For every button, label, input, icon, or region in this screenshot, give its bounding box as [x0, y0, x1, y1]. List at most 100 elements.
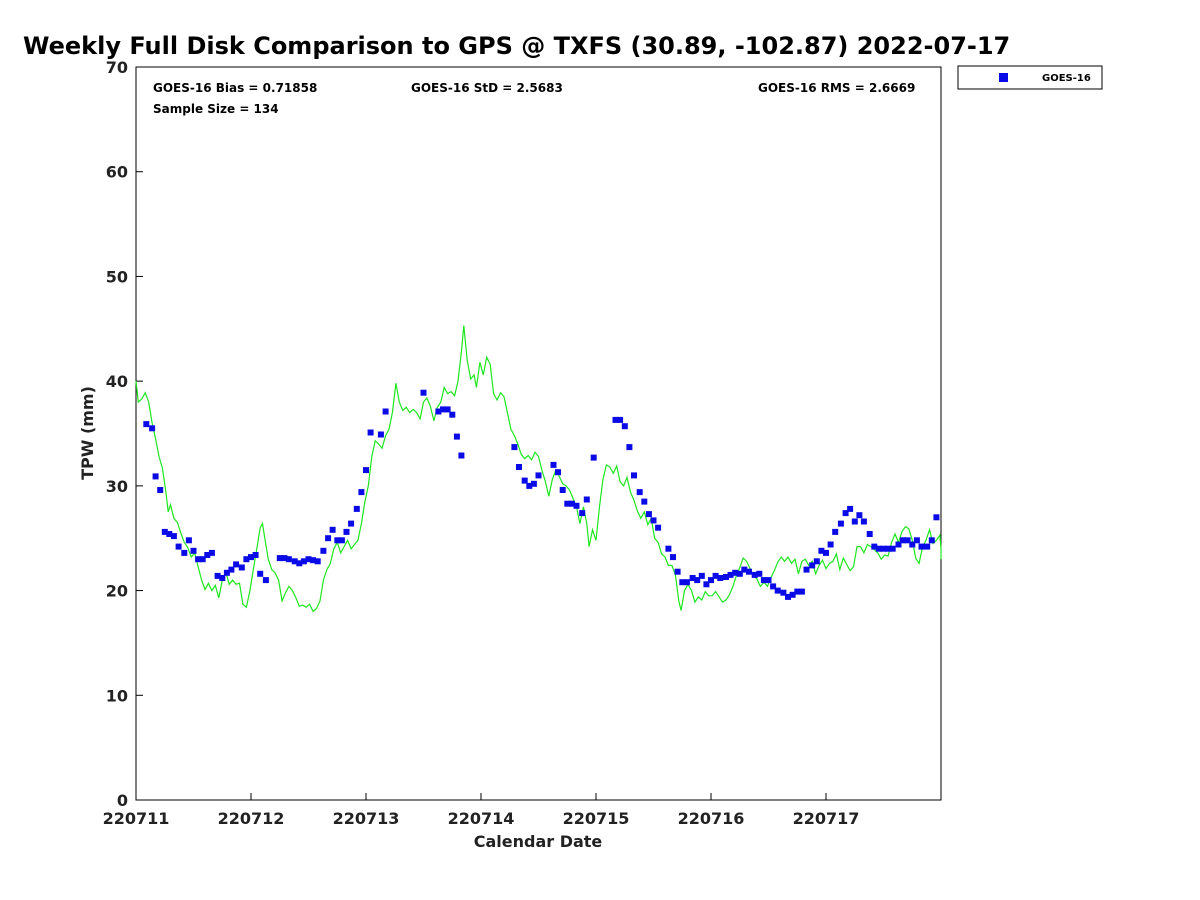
goes16-point — [866, 531, 873, 537]
goes16-point — [636, 489, 643, 496]
goes16-point — [199, 556, 206, 563]
goes16-point — [377, 431, 384, 438]
goes16-point — [823, 549, 829, 556]
goes16-point — [526, 482, 533, 489]
goes16-point — [918, 543, 925, 550]
goes16-point — [170, 533, 177, 540]
goes16-point — [363, 467, 369, 474]
goes16-point — [458, 452, 465, 459]
x-tick-labels: 220711 220712 220713 220714 220715 220716 2207… — [103, 809, 860, 828]
goes16-point — [152, 473, 159, 480]
goes16-point — [444, 406, 451, 413]
y-tick-label: 10 — [106, 686, 128, 705]
goes16-point — [550, 461, 557, 468]
goes16-point — [329, 526, 336, 533]
goes16-point — [612, 416, 619, 423]
stat-bias: GOES-16 Bias = 0.71858 — [153, 81, 317, 95]
y-tick-label: 30 — [106, 477, 128, 496]
y-tick-label: 70 — [106, 58, 128, 77]
stat-sample-size: Sample Size = 134 — [153, 102, 279, 116]
goes16-point — [590, 454, 597, 461]
goes16-point — [305, 556, 312, 563]
legend: GOES-16 — [957, 65, 1103, 90]
y-tick-label: 20 — [106, 582, 128, 601]
goes16-point — [449, 411, 456, 418]
goes16-point — [746, 568, 752, 575]
goes16-point — [626, 444, 633, 451]
goes16-point — [809, 562, 816, 569]
goes16-point — [535, 472, 542, 479]
goes16-point — [310, 557, 317, 564]
goes16-point — [904, 537, 911, 544]
goes16-point — [665, 545, 672, 552]
goes16-point — [143, 421, 150, 428]
goes16-point — [208, 549, 215, 556]
goes16-point — [717, 575, 724, 581]
goes16-point — [440, 406, 446, 413]
goes16-point — [204, 552, 211, 558]
goes16-point — [751, 571, 758, 578]
gps-line — [135, 325, 942, 613]
goes16-point — [913, 537, 920, 544]
goes16-point — [880, 545, 887, 552]
goes16-point — [708, 577, 714, 584]
goes16-point — [583, 496, 590, 503]
goes16-point — [358, 489, 365, 496]
goes16-point — [257, 570, 264, 577]
goes16-point — [521, 477, 528, 484]
x-tick-label: 220714 — [448, 809, 515, 828]
axis-ticks — [135, 66, 827, 801]
goes16-point — [559, 487, 566, 493]
goes16-point — [252, 552, 259, 558]
goes16-point — [631, 472, 637, 479]
goes16-point — [195, 556, 202, 563]
goes16-point — [674, 568, 681, 575]
goes16-point — [641, 498, 648, 505]
goes16-point — [851, 518, 858, 525]
goes16-point — [832, 528, 839, 535]
goes16-point — [933, 514, 940, 521]
x-tick-label: 220716 — [678, 809, 745, 828]
goes16-point — [291, 558, 298, 565]
goes16-point — [243, 556, 250, 563]
x-tick-label: 220713 — [333, 809, 400, 828]
x-tick-label: 220712 — [218, 809, 285, 828]
goes16-point — [732, 569, 739, 576]
goes16-point — [723, 574, 729, 580]
goes16-point — [760, 577, 767, 584]
goes16-point — [765, 577, 772, 584]
goes16-point — [813, 558, 820, 565]
goes16-point — [900, 537, 906, 544]
goes16-point — [798, 588, 805, 595]
goes16-point — [343, 528, 350, 535]
goes16-point — [185, 537, 192, 544]
goes16-point — [281, 555, 288, 562]
x-tick-label: 220711 — [103, 809, 170, 828]
goes16-point — [435, 408, 442, 415]
y-tick-label: 50 — [106, 267, 128, 286]
goes16-point — [166, 531, 173, 537]
goes16-point — [875, 545, 882, 552]
y-tick-label: 60 — [106, 163, 128, 182]
goes16-point — [837, 520, 844, 527]
goes16-point — [909, 541, 916, 548]
y-tick-labels: 0 10 20 30 40 50 60 70 — [106, 58, 128, 810]
goes16-point — [694, 577, 701, 584]
goes16-point — [353, 505, 360, 512]
legend-marker-goes16 — [999, 73, 1008, 82]
goes16-point — [338, 537, 345, 544]
goes16-point — [741, 566, 748, 573]
goes16-point — [516, 464, 522, 470]
goes16-point — [621, 423, 628, 430]
legend-box — [957, 65, 1103, 90]
goes16-point — [889, 545, 896, 552]
goes16-point — [645, 511, 652, 518]
goes16-point — [860, 518, 867, 525]
goes16-point — [712, 572, 719, 579]
goes16-point — [233, 561, 240, 568]
goes16-point — [325, 535, 332, 542]
goes16-point — [161, 528, 168, 535]
goes16-point — [789, 591, 796, 598]
goes16-point — [803, 566, 810, 573]
goes16-point — [785, 593, 791, 600]
